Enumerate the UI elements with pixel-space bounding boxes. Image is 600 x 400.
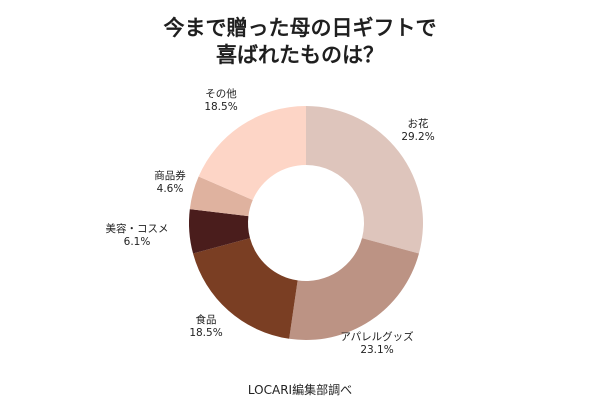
donut-slice-1 (289, 238, 419, 340)
slice-label-value-4: 4.6% (157, 183, 184, 195)
slice-label-name-4: 商品券 (154, 169, 186, 182)
slice-label-value-2: 18.5% (189, 327, 222, 339)
slice-labels: お花29.2%アパレルグッズ23.1%食品18.5%美容・コスメ6.1%商品券4… (106, 87, 435, 356)
slice-label-name-1: アパレルグッズ (340, 330, 413, 343)
slice-label-value-3: 6.1% (124, 236, 151, 248)
slice-label-name-5: その他 (205, 87, 237, 100)
slice-label-value-1: 23.1% (360, 344, 393, 356)
slice-label-name-3: 美容・コスメ (106, 222, 169, 235)
donut-slice-0 (306, 106, 424, 254)
donut-slices (188, 105, 424, 340)
chart-title-line-1: 今まで贈った母の日ギフトで (164, 16, 437, 40)
donut-slice-4 (189, 176, 253, 217)
slice-label-name-0: お花 (408, 117, 429, 130)
slice-label-value-0: 29.2% (401, 131, 434, 143)
chart-title-line-2: 喜ばれたものは？ (216, 43, 384, 67)
slice-label-name-2: 食品 (196, 313, 217, 326)
donut-slice-2 (193, 238, 298, 339)
donut-slice-3 (188, 209, 251, 254)
donut-slice-5 (198, 105, 306, 200)
source-note: LOCARI編集部調べ (248, 382, 352, 397)
slice-label-value-5: 18.5% (204, 101, 237, 113)
